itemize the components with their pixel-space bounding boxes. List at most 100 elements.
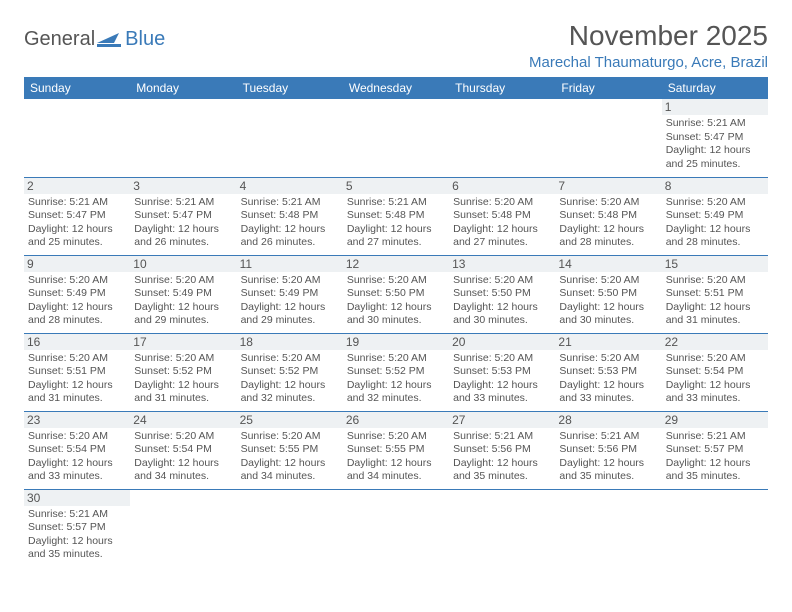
info-line: Sunset: 5:47 PM xyxy=(134,209,232,223)
day-number: 4 xyxy=(237,178,343,194)
info-line: Sunrise: 5:20 AM xyxy=(28,430,126,444)
day-info: Sunrise: 5:21 AMSunset: 5:47 PMDaylight:… xyxy=(28,196,126,251)
day-number: 2 xyxy=(24,178,130,194)
info-line: Sunset: 5:49 PM xyxy=(241,287,339,301)
logo-text-1: General xyxy=(24,28,95,51)
calendar-cell: 22Sunrise: 5:20 AMSunset: 5:54 PMDayligh… xyxy=(662,333,768,411)
info-line: Sunset: 5:52 PM xyxy=(134,365,232,379)
info-line: Daylight: 12 hours xyxy=(347,379,445,393)
calendar-cell: 12Sunrise: 5:20 AMSunset: 5:50 PMDayligh… xyxy=(343,255,449,333)
day-info: Sunrise: 5:20 AMSunset: 5:49 PMDaylight:… xyxy=(666,196,764,251)
info-line: Sunset: 5:47 PM xyxy=(28,209,126,223)
calendar-row: 16Sunrise: 5:20 AMSunset: 5:51 PMDayligh… xyxy=(24,333,768,411)
day-header: Friday xyxy=(555,77,661,99)
info-line: Sunrise: 5:20 AM xyxy=(666,274,764,288)
info-line: Sunrise: 5:21 AM xyxy=(666,117,764,131)
info-line: and 30 minutes. xyxy=(347,314,445,328)
info-line: Sunrise: 5:20 AM xyxy=(28,352,126,366)
calendar-cell: 1Sunrise: 5:21 AMSunset: 5:47 PMDaylight… xyxy=(662,99,768,177)
day-number: 6 xyxy=(449,178,555,194)
info-line: and 27 minutes. xyxy=(453,236,551,250)
day-number: 1 xyxy=(662,99,768,115)
calendar-cell: 25 Sunrise: 5:20 AMSunset: 5:55 PMDayligh… xyxy=(237,411,343,489)
info-line: and 32 minutes. xyxy=(241,392,339,406)
month-title: November 2025 xyxy=(529,20,768,52)
calendar-cell: 7Sunrise: 5:20 AMSunset: 5:48 PMDaylight… xyxy=(555,177,661,255)
info-line: and 34 minutes. xyxy=(134,470,232,484)
info-line: Sunset: 5:50 PM xyxy=(347,287,445,301)
day-number: 29 xyxy=(662,412,768,428)
info-line: Daylight: 12 hours xyxy=(666,301,764,315)
info-line: Sunrise: 5:20 AM xyxy=(347,430,445,444)
day-number: 25 xyxy=(237,412,343,428)
info-line: Daylight: 12 hours xyxy=(347,301,445,315)
info-line: Sunset: 5:54 PM xyxy=(28,443,126,457)
info-line: Sunrise: 5:20 AM xyxy=(666,196,764,210)
day-info: Sunrise: 5:20 AMSunset: 5:48 PMDaylight:… xyxy=(453,196,551,251)
info-line: Daylight: 12 hours xyxy=(28,301,126,315)
info-line: Sunrise: 5:20 AM xyxy=(134,274,232,288)
info-line: Sunrise: 5:21 AM xyxy=(28,508,126,522)
day-info: Sunrise: 5:21 AMSunset: 5:47 PMDaylight:… xyxy=(134,196,232,251)
day-info: Sunrise: 5:20 AMSunset: 5:48 PMDaylight:… xyxy=(559,196,657,251)
info-line: Sunset: 5:49 PM xyxy=(134,287,232,301)
calendar-cell: 9Sunrise: 5:20 AMSunset: 5:49 PMDaylight… xyxy=(24,255,130,333)
info-line: Daylight: 12 hours xyxy=(559,223,657,237)
calendar-cell: 23Sunrise: 5:20 AMSunset: 5:54 PMDayligh… xyxy=(24,411,130,489)
flag-icon xyxy=(97,31,123,49)
day-number: 27 xyxy=(449,412,555,428)
day-info: Sunrise: 5:20 AMSunset: 5:49 PMDaylight:… xyxy=(241,274,339,329)
day-number: 20 xyxy=(449,334,555,350)
calendar-cell: 21Sunrise: 5:20 AMSunset: 5:53 PMDayligh… xyxy=(555,333,661,411)
info-line: Sunset: 5:55 PM xyxy=(241,443,339,457)
day-info: Sunrise: 5:21 AMSunset: 5:56 PMDaylight:… xyxy=(453,430,551,485)
info-line: Daylight: 12 hours xyxy=(241,379,339,393)
info-line: and 26 minutes. xyxy=(241,236,339,250)
info-line: Sunset: 5:53 PM xyxy=(559,365,657,379)
info-line: and 31 minutes. xyxy=(28,392,126,406)
info-line: and 25 minutes. xyxy=(666,158,764,172)
calendar-cell: 20Sunrise: 5:20 AMSunset: 5:53 PMDayligh… xyxy=(449,333,555,411)
day-number: 28 xyxy=(555,412,661,428)
day-header: Wednesday xyxy=(343,77,449,99)
info-line: and 34 minutes. xyxy=(347,470,445,484)
day-number: 12 xyxy=(343,256,449,272)
day-info: Sunrise: 5:21 AMSunset: 5:57 PMDaylight:… xyxy=(28,508,126,563)
info-line: and 27 minutes. xyxy=(347,236,445,250)
day-info: Sunrise: 5:21 AMSunset: 5:48 PMDaylight:… xyxy=(347,196,445,251)
calendar-cell-empty xyxy=(555,99,661,177)
info-line: Sunrise: 5:20 AM xyxy=(666,352,764,366)
info-line: Sunset: 5:52 PM xyxy=(241,365,339,379)
info-line: and 31 minutes. xyxy=(134,392,232,406)
location: Marechal Thaumaturgo, Acre, Brazil xyxy=(529,54,768,71)
info-line: and 34 minutes. xyxy=(241,470,339,484)
day-number: 22 xyxy=(662,334,768,350)
info-line: Sunrise: 5:20 AM xyxy=(559,352,657,366)
info-line: Sunset: 5:49 PM xyxy=(666,209,764,223)
day-info: Sunrise: 5:20 AMSunset: 5:52 PMDaylight:… xyxy=(134,352,232,407)
info-line: Daylight: 12 hours xyxy=(666,457,764,471)
info-line: Sunrise: 5:20 AM xyxy=(559,196,657,210)
info-line: Daylight: 12 hours xyxy=(453,301,551,315)
day-info: Sunrise: 5:20 AMSunset: 5:55 PMDaylight:… xyxy=(241,430,339,485)
info-line: Sunrise: 5:20 AM xyxy=(241,274,339,288)
day-info: Sunrise: 5:20 AMSunset: 5:55 PMDaylight:… xyxy=(347,430,445,485)
day-number: 3 xyxy=(130,178,236,194)
info-line: Sunset: 5:57 PM xyxy=(666,443,764,457)
info-line: Sunrise: 5:20 AM xyxy=(134,352,232,366)
info-line: Sunrise: 5:20 AM xyxy=(453,352,551,366)
calendar-cell-empty xyxy=(343,489,449,567)
info-line: Sunset: 5:51 PM xyxy=(28,365,126,379)
info-line: Daylight: 12 hours xyxy=(453,223,551,237)
calendar-cell: 16Sunrise: 5:20 AMSunset: 5:51 PMDayligh… xyxy=(24,333,130,411)
calendar-cell: 6 Sunrise: 5:20 AMSunset: 5:48 PMDaylight… xyxy=(449,177,555,255)
day-number: 26 xyxy=(343,412,449,428)
info-line: Sunset: 5:52 PM xyxy=(347,365,445,379)
day-number: 13 xyxy=(449,256,555,272)
day-number: 9 xyxy=(24,256,130,272)
info-line: Sunrise: 5:21 AM xyxy=(241,196,339,210)
day-info: Sunrise: 5:21 AMSunset: 5:48 PMDaylight:… xyxy=(241,196,339,251)
day-info: Sunrise: 5:21 AMSunset: 5:56 PMDaylight:… xyxy=(559,430,657,485)
info-line: and 33 minutes. xyxy=(28,470,126,484)
calendar-cell: 11Sunrise: 5:20 AMSunset: 5:49 PMDayligh… xyxy=(237,255,343,333)
